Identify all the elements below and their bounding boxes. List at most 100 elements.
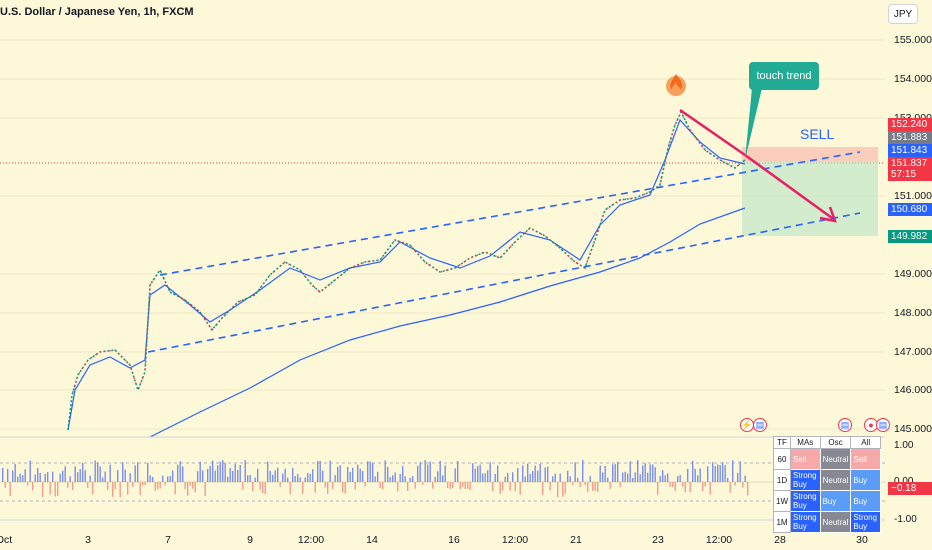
oscillator-bar — [344, 482, 346, 494]
osc-tick: 0.00 — [894, 476, 913, 487]
us-flag-icon[interactable]: ▤ — [753, 418, 767, 432]
oscillator-bar — [302, 482, 304, 494]
oscillator-value-tag: −0.18 — [888, 482, 932, 495]
oscillator-bar — [727, 477, 729, 482]
oscillator-bar — [219, 461, 221, 482]
price-tag-last: 151.837 — [888, 157, 932, 170]
oscillator-bar — [199, 461, 201, 482]
oscillator-bar — [292, 468, 294, 482]
y-tick: 151.000 — [894, 190, 932, 202]
oscillator-bar — [192, 482, 194, 489]
oscillator-bar — [334, 475, 336, 482]
oscillator-bar — [624, 471, 626, 482]
table-cell-tf: 1W — [773, 490, 791, 512]
oscillator-bar — [527, 463, 529, 482]
table-cell: Strong Buy — [790, 469, 821, 491]
us-flag-icon[interactable]: ▤ — [876, 418, 890, 432]
oscillator-bar — [352, 467, 354, 482]
oscillator-bar — [357, 464, 359, 482]
us-flag-icon[interactable]: ▤ — [838, 418, 852, 432]
oscillator-bar — [604, 466, 606, 482]
oscillator-bar — [87, 482, 89, 488]
oscillator-bar — [397, 482, 399, 492]
oscillator-bar — [662, 470, 664, 482]
x-tick: 23 — [652, 534, 664, 546]
oscillator-bar — [214, 470, 216, 482]
x-tick: 7 — [165, 534, 171, 546]
oscillator-bar — [694, 468, 696, 482]
oscillator-bar — [197, 471, 199, 482]
oscillator-bar — [102, 477, 104, 482]
oscillator-bar — [74, 466, 76, 482]
oscillator-bar — [689, 482, 691, 493]
symbol-title[interactable]: U.S. Dollar / Japanese Yen, 1h, FXCM — [0, 6, 194, 18]
y-tick: 148.000 — [894, 307, 932, 319]
oscillator-bar — [109, 464, 111, 482]
oscillator-bar — [474, 468, 476, 482]
oscillator-bar — [2, 467, 4, 482]
x-tick: 12:00 — [705, 534, 733, 546]
oscillator-bar — [322, 470, 324, 482]
oscillator-bar — [392, 475, 394, 482]
oscillator-bar — [272, 474, 274, 482]
oscillator-bar — [669, 482, 671, 487]
x-tick: 28 — [774, 534, 786, 546]
oscillator-bar — [247, 475, 249, 482]
oscillator-bar — [647, 472, 649, 482]
oscillator-bar — [39, 472, 41, 482]
oscillator-bar — [284, 468, 286, 482]
technical-ratings-table: TF MAs Osc All 60 Sell Neutral Sell 1D S… — [773, 436, 881, 533]
oscillator-bar — [404, 476, 406, 482]
sell-label: SELL — [800, 126, 835, 142]
oscillator-bar — [364, 482, 366, 487]
oscillator-bar — [717, 464, 719, 482]
oscillator-bar — [19, 473, 21, 482]
oscillator-bar — [149, 475, 151, 482]
oscillator-bar — [714, 466, 716, 482]
oscillator-bar — [227, 476, 229, 482]
oscillator-bar — [602, 472, 604, 482]
oscillator-bar — [657, 482, 659, 495]
oscillator-bar — [594, 482, 596, 492]
oscillator-bar — [14, 463, 16, 482]
oscillator-bar — [204, 482, 206, 497]
table-row: 1D Strong Buy Neutral Buy — [773, 469, 881, 491]
lightning-icon[interactable]: ⚡ — [740, 418, 754, 432]
oscillator-bar — [544, 467, 546, 482]
channel-upper — [159, 151, 861, 276]
oscillator-bar — [12, 470, 14, 482]
oscillator-bar — [729, 482, 731, 493]
currency-button[interactable]: JPY — [888, 4, 918, 24]
oscillator-bar — [254, 477, 256, 482]
oscillator-bar — [394, 472, 396, 482]
price-tag-ma-slow: 150.680 — [888, 203, 932, 216]
oscillator-bar — [449, 482, 451, 489]
price-tag-high: 152.240 — [888, 118, 932, 131]
oscillator-bar — [249, 474, 251, 482]
table-cell: Neutral — [819, 469, 852, 491]
japan-flag-icon[interactable]: ● — [864, 418, 878, 432]
oscillator-bar — [34, 474, 36, 482]
oscillator-bar — [437, 471, 439, 482]
osc-tick: -1.00 — [894, 514, 917, 525]
oscillator-bar — [614, 464, 616, 482]
oscillator-bar — [332, 482, 334, 490]
touch-trend-callout[interactable]: touch trend — [749, 62, 819, 90]
countdown-tag: 57:15 — [888, 168, 932, 181]
oscillator-bar — [497, 465, 499, 482]
oscillator-bar — [209, 465, 211, 482]
oscillator-bar — [287, 477, 289, 482]
x-tick: Oct — [0, 534, 13, 546]
oscillator-bar — [482, 473, 484, 482]
oscillator-bar — [739, 461, 741, 482]
oscillator-bar — [242, 482, 244, 490]
x-tick: 21 — [570, 534, 582, 546]
oscillator-bar — [177, 464, 179, 482]
oscillator-bar — [469, 482, 471, 490]
oscillator-bar — [582, 460, 584, 482]
oscillator-bar — [297, 473, 299, 482]
oscillator-bar — [299, 477, 301, 482]
oscillator-bar — [279, 482, 281, 487]
oscillator-bar — [237, 470, 239, 482]
